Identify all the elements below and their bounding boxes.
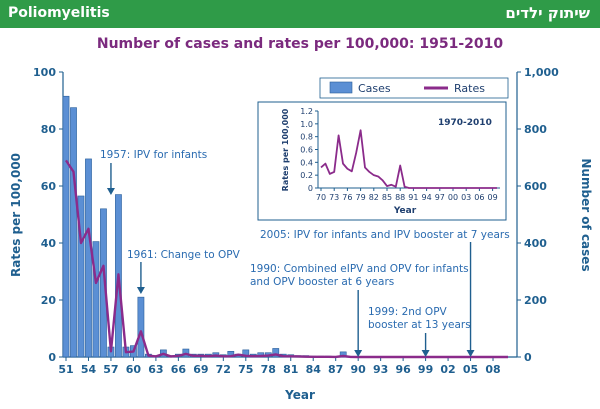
inset-x-tick-label: 88 (395, 193, 405, 202)
x-tick-label: 60 (126, 363, 142, 376)
inset-frame (257, 101, 507, 221)
inset-y-tick-label: 1.0 (300, 120, 313, 129)
legend-swatch-cases (329, 81, 353, 94)
right-tick-label: 200 (524, 294, 547, 307)
bar-cases (85, 158, 92, 358)
annotation-2005: 2005: IPV for infants and IPV booster at… (260, 229, 510, 241)
header-banner: Poliomyelitis שיתוק ילדים (0, 0, 600, 28)
inset-x-tick-label: 70 (316, 193, 326, 202)
inset-x-tick-label: 94 (422, 193, 432, 202)
inset-x-tick-label: 76 (342, 193, 352, 202)
right-tick-label: 600 (524, 180, 547, 193)
x-tick-label: 63 (148, 363, 163, 376)
inset-x-tick-label: 00 (448, 193, 458, 202)
bar-cases (70, 107, 77, 358)
x-tick-label: 90 (351, 363, 367, 376)
annotation-1990-arrow-head (354, 350, 363, 357)
left-tick-label: 40 (41, 237, 57, 250)
inset-y-tick-label: 0.4 (300, 158, 313, 167)
chart-title: Number of cases and rates per 100,000: 1… (96, 36, 504, 52)
inset-x-axis-title: Year (393, 206, 417, 216)
annotation-1999-arrow-head (421, 350, 430, 357)
inset-title: 1970-2010 (438, 118, 492, 128)
annotation-1990-line1: 1990: Combined eIPV and OPV for infants (250, 263, 469, 275)
right-tick-label: 800 (524, 123, 547, 136)
right-tick-label: 1,000 (524, 66, 559, 79)
annotation-1961-arrow-head (136, 287, 145, 294)
x-tick-label: 02 (440, 363, 455, 376)
inset-line-rates (320, 129, 497, 189)
left-tick-label: 100 (33, 66, 56, 79)
header-hebrew-title: שיתוק ילדים (505, 4, 590, 22)
inset-x-tick-label: 09 (488, 193, 498, 202)
inset-y-tick-label: 0.2 (300, 171, 313, 180)
x-tick-label: 72 (216, 363, 231, 376)
annotation-1957: 1957: IPV for infants (100, 149, 207, 161)
right-tick-label: 400 (524, 237, 547, 250)
inset-x-tick-label: 91 (408, 193, 418, 202)
bar-cases (62, 95, 70, 358)
left-tick-label: 0 (48, 351, 56, 364)
x-axis-title: Year (284, 388, 315, 402)
inset-y-tick-label: 0.8 (300, 133, 313, 142)
bar-cases (77, 195, 85, 358)
x-tick-label: 51 (58, 363, 73, 376)
x-tick-label: 81 (283, 363, 298, 376)
annotation-1999-line1: 1999: 2nd OPV (368, 306, 448, 318)
x-tick-label: 99 (418, 363, 433, 376)
left-axis-title: Rates per 100,000 (9, 153, 23, 277)
legend-label-rates: Rates (454, 82, 485, 95)
inset-y-tick-label: 0 (308, 184, 313, 193)
annotation-2005-arrow-head (466, 350, 475, 357)
inset-y-tick-label: 1.2 (300, 107, 313, 116)
right-axis-title: Number of cases (579, 158, 593, 271)
annotation-1990-line2: and OPV booster at 6 years (250, 276, 394, 288)
inset-x-tick-label: 97 (435, 193, 445, 202)
annotation-1999-line2: booster at 13 years (368, 319, 471, 331)
x-tick-label: 87 (328, 363, 343, 376)
annotation-1957-arrow-head (106, 188, 115, 195)
x-tick-label: 78 (261, 363, 276, 376)
x-tick-label: 84 (306, 363, 322, 376)
inset-x-tick-label: 85 (382, 193, 392, 202)
inset-x-tick-label: 79 (356, 193, 366, 202)
x-tick-label: 57 (103, 363, 118, 376)
x-tick-label: 66 (171, 363, 187, 376)
x-tick-label: 08 (485, 363, 500, 376)
inset-x-tick-label: 73 (329, 193, 339, 202)
line-rates (64, 159, 508, 359)
bar-cases (92, 241, 100, 358)
x-tick-label: 05 (463, 363, 478, 376)
bar-cases (137, 296, 145, 358)
annotation-1961: 1961: Change to OPV (127, 249, 241, 261)
left-tick-label: 60 (41, 180, 57, 193)
left-tick-label: 80 (41, 123, 57, 136)
bar-cases (100, 208, 107, 358)
inset-x-tick-label: 03 (461, 193, 471, 202)
bar-cases (272, 348, 280, 358)
legend-box (319, 77, 509, 99)
inset-x-tick-label: 06 (474, 193, 484, 202)
x-tick-label: 69 (193, 363, 208, 376)
x-tick-label: 75 (238, 363, 253, 376)
inset-x-tick-label: 82 (369, 193, 379, 202)
left-tick-label: 20 (41, 294, 57, 307)
inset-y-tick-label: 0.6 (300, 146, 313, 155)
right-tick-label: 0 (524, 351, 532, 364)
inset-y-axis-title: Rates per 100,000 (281, 108, 290, 191)
x-tick-label: 96 (395, 363, 411, 376)
header-title: Poliomyelitis (8, 5, 110, 21)
legend-label-cases: Cases (358, 82, 391, 95)
x-tick-label: 93 (373, 363, 388, 376)
x-tick-label: 54 (81, 363, 97, 376)
